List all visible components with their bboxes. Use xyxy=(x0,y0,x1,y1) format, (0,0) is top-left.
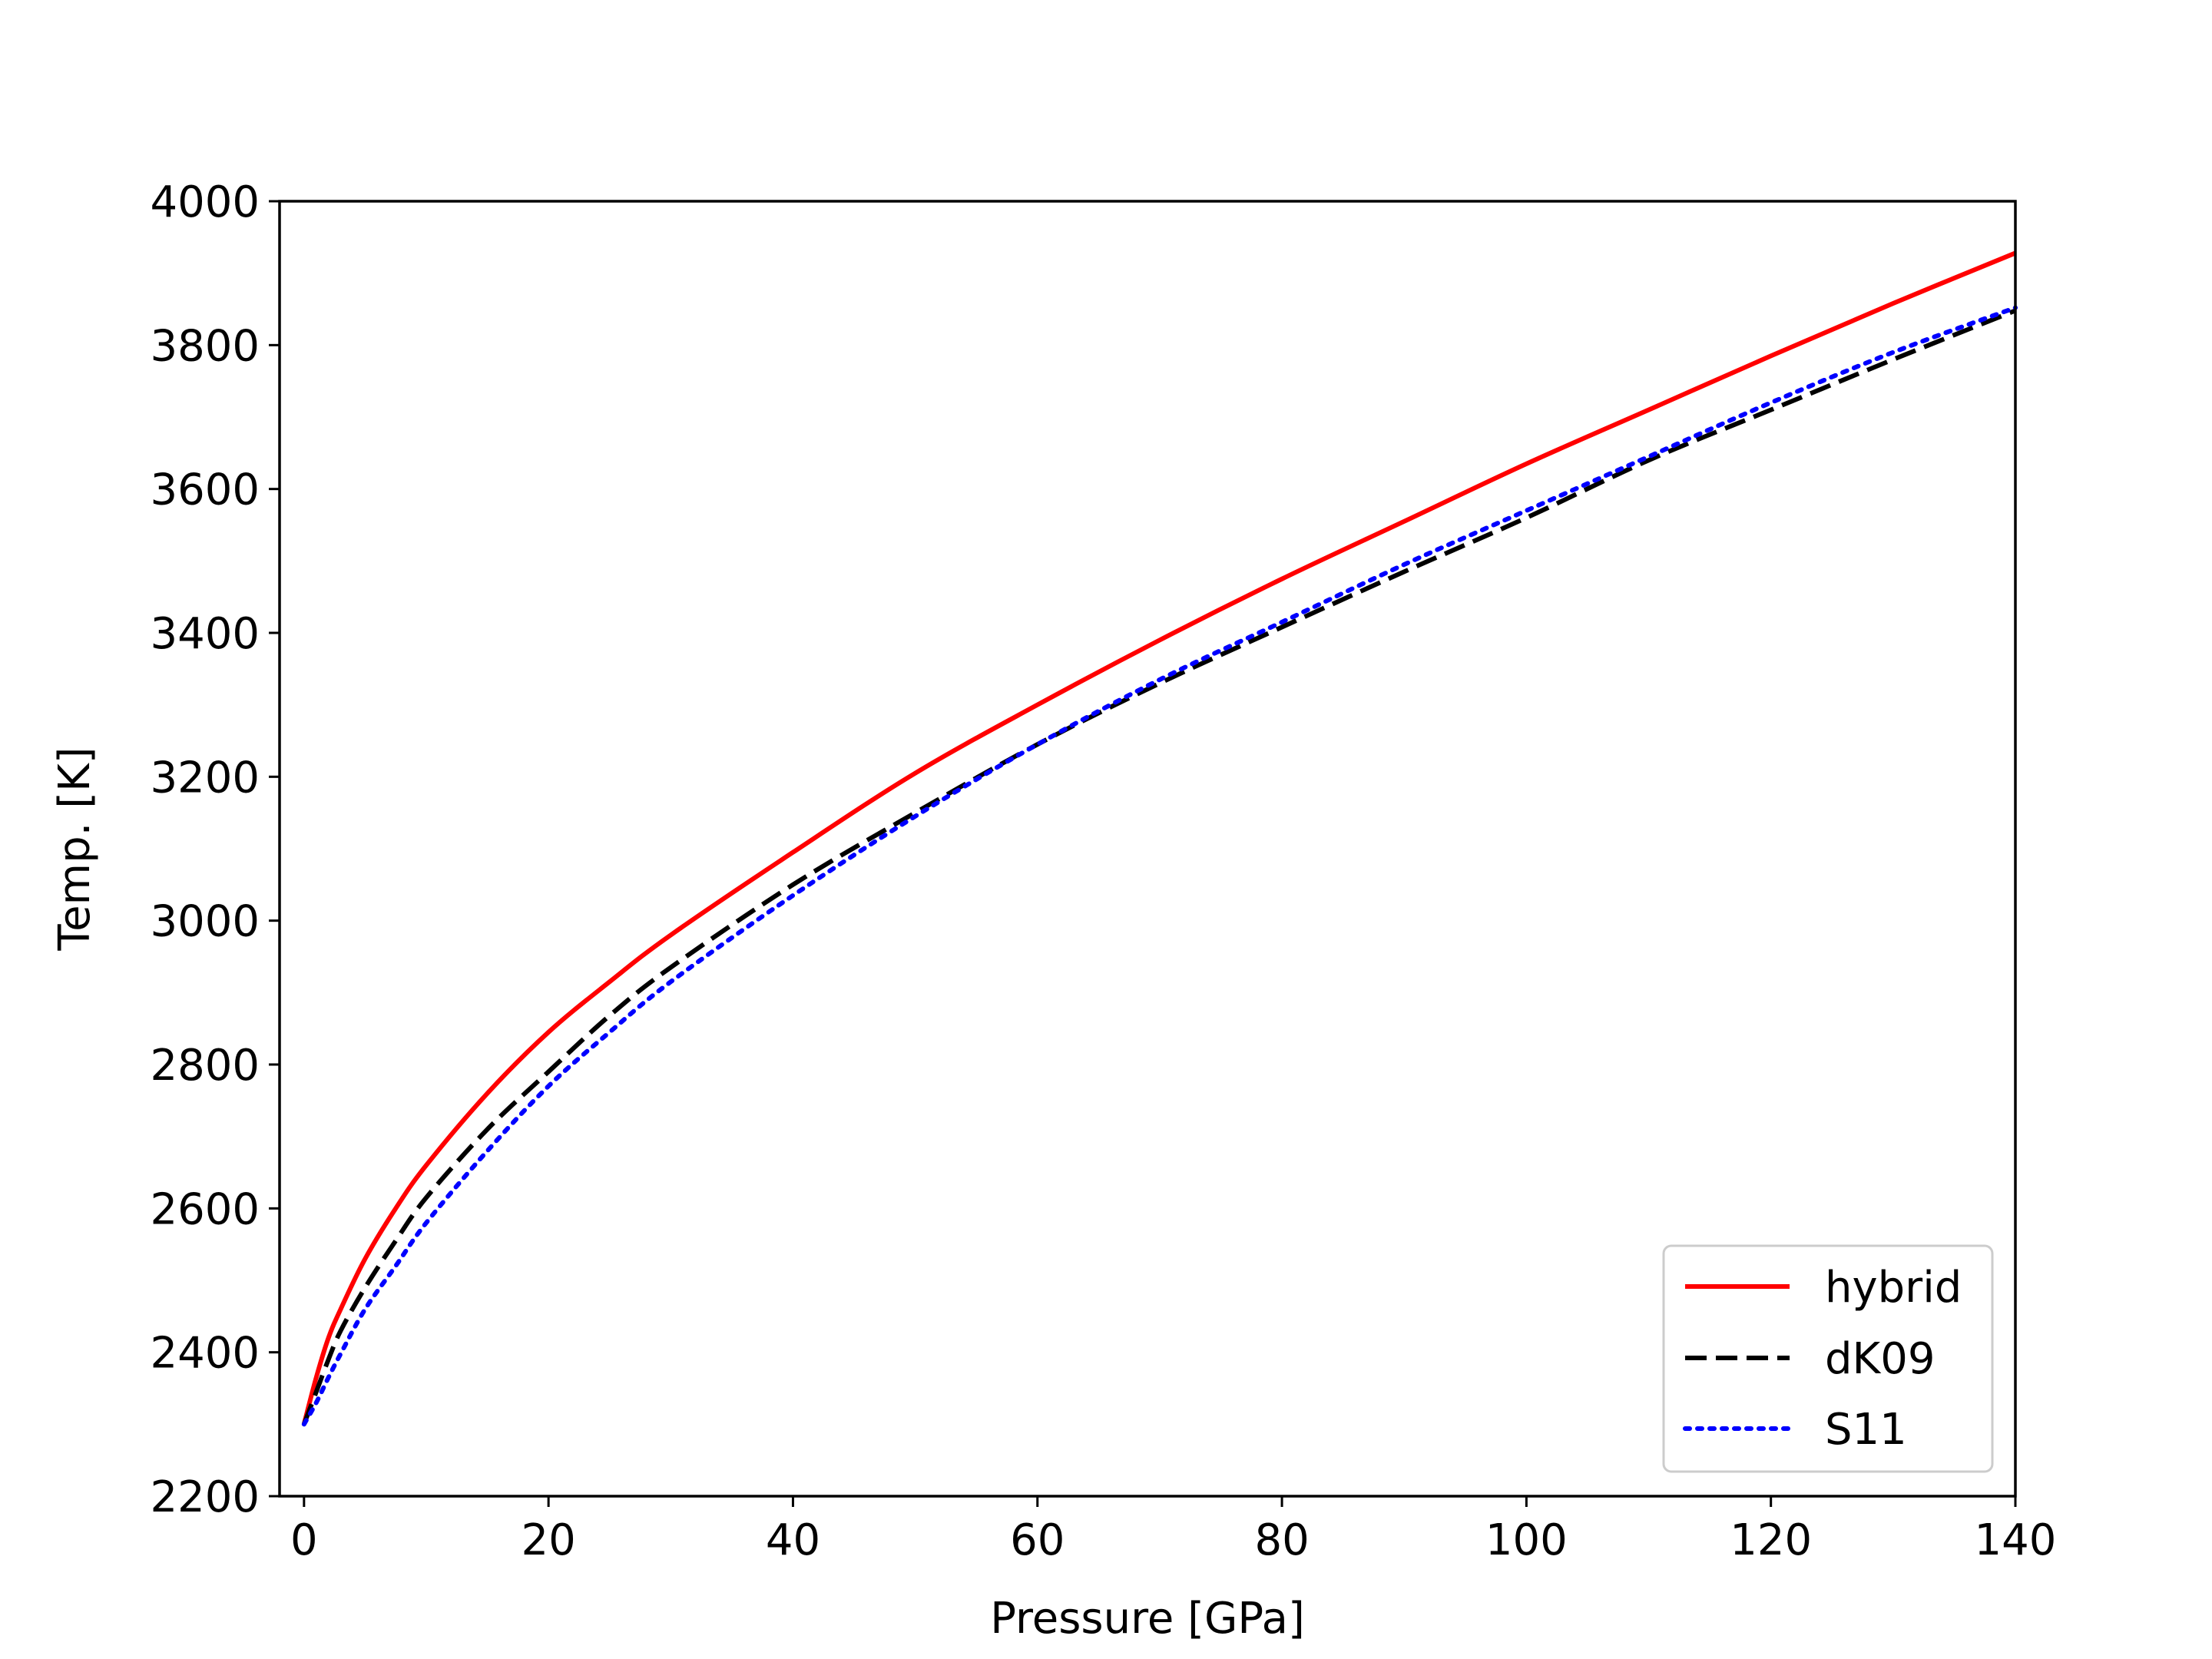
y-tick-label: 2400 xyxy=(150,1329,260,1379)
y-tick-label: 2600 xyxy=(150,1184,260,1234)
plot-series xyxy=(301,250,2018,1427)
y-tick-label: 3000 xyxy=(150,897,260,947)
legend-label-hybrid: hybrid xyxy=(1825,1263,1962,1313)
y-axis-ticks: 2200 2400 2600 2800 3000 3200 3400 3600 3800 4000 xyxy=(150,177,280,1522)
legend-box xyxy=(1662,1244,1994,1473)
series-line-hybrid xyxy=(301,250,2017,1426)
y-tick-label: 2200 xyxy=(150,1472,260,1522)
x-tick-label: 120 xyxy=(1730,1515,1812,1565)
axes-frame xyxy=(278,200,2017,1498)
y-tick-label: 3400 xyxy=(150,609,260,659)
x-tick-label: 0 xyxy=(290,1515,318,1565)
x-tick-label: 20 xyxy=(522,1515,576,1565)
legend-label-dk09: dK09 xyxy=(1825,1334,1936,1384)
series-line-dk09 xyxy=(302,308,2017,1426)
x-tick-label: 80 xyxy=(1254,1515,1309,1565)
x-axis-ticks: 0 20 40 60 80 100 120 140 xyxy=(290,1496,2056,1565)
legend-label-s11: S11 xyxy=(1825,1405,1907,1455)
y-tick-label: 2800 xyxy=(150,1041,260,1091)
y-tick-label: 3800 xyxy=(150,321,260,371)
x-tick-label: 60 xyxy=(1010,1515,1065,1565)
y-tick-label: 3200 xyxy=(150,753,260,803)
x-tick-label: 140 xyxy=(1975,1515,2057,1565)
y-tick-label: 3600 xyxy=(150,465,260,515)
y-tick-label: 4000 xyxy=(150,177,260,227)
legend-entries: hybrid dK09 S11 xyxy=(1683,1263,1962,1455)
x-axis-title: Pressure [GPa] xyxy=(990,1594,1305,1644)
y-axis-title: Temp. [K] xyxy=(50,747,100,951)
x-tick-label: 100 xyxy=(1485,1515,1568,1565)
legend: hybrid dK09 S11 xyxy=(1662,1244,1994,1473)
series-line-s11 xyxy=(301,305,2018,1427)
x-tick-label: 40 xyxy=(766,1515,820,1565)
